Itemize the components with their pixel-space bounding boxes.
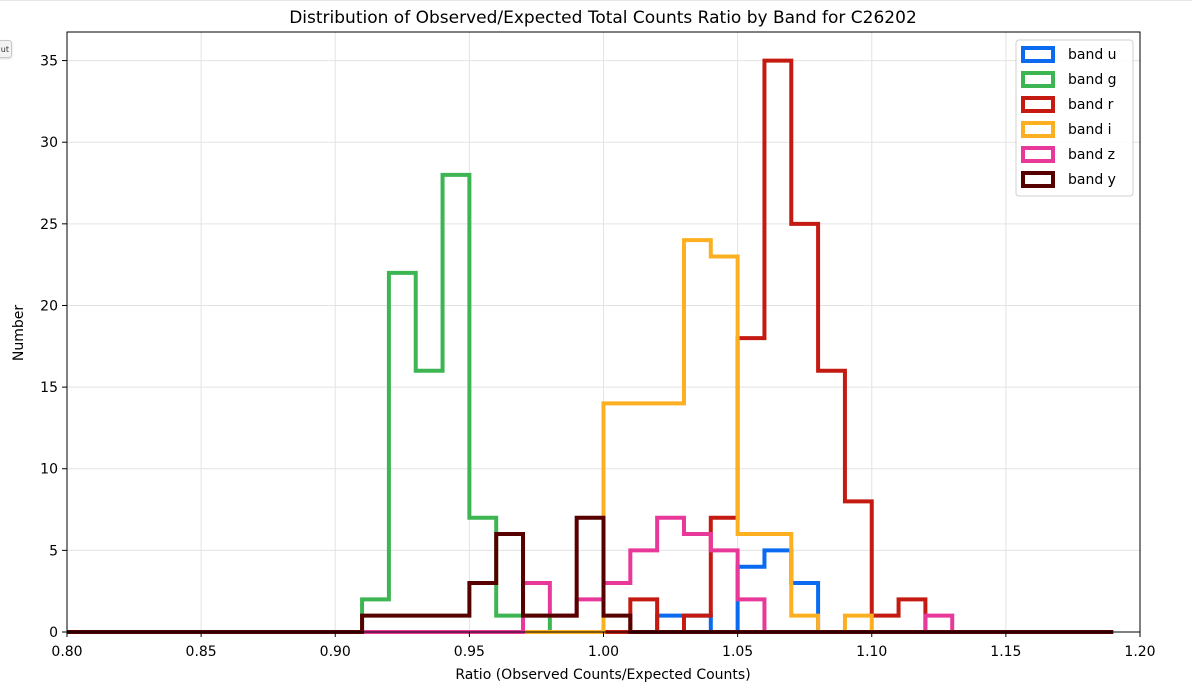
legend-swatch xyxy=(1021,71,1055,88)
y-axis-label: Number xyxy=(11,305,27,361)
legend-box xyxy=(1015,39,1134,197)
series-layer xyxy=(67,58,1114,634)
collapsed-side-tab[interactable]: ut xyxy=(0,40,12,58)
top-divider xyxy=(0,0,1192,1)
series-band-y-outline xyxy=(67,515,1114,634)
legend-label: band g xyxy=(1068,72,1117,88)
x-tick-label: 1.10 xyxy=(856,644,887,660)
legend-swatch xyxy=(1021,171,1055,188)
series-band-u-outline xyxy=(67,548,1114,634)
x-tick-label: 0.95 xyxy=(454,644,485,660)
x-tick-label: 0.90 xyxy=(320,644,351,660)
legend: band u band g band r band i band z band y xyxy=(1015,39,1134,197)
series-band-z-outline xyxy=(67,515,1114,634)
series-band-g-outline xyxy=(67,172,1114,634)
legend-swatch xyxy=(1021,146,1055,163)
legend-label: band y xyxy=(1068,172,1116,188)
legend-swatch xyxy=(1021,46,1055,63)
y-tick-label: 30 xyxy=(40,135,58,151)
y-tick-label: 5 xyxy=(49,543,58,559)
legend-swatch xyxy=(1021,96,1055,113)
x-tick-label: 1.05 xyxy=(722,644,753,660)
x-axis-label: Ratio (Observed Counts/Expected Counts) xyxy=(455,667,750,683)
legend-label: band i xyxy=(1068,122,1112,138)
chart-title: Distribution of Observed/Expected Total … xyxy=(289,8,917,28)
x-tick-label: 1.20 xyxy=(1124,644,1155,660)
legend-label: band u xyxy=(1068,47,1117,63)
x-tick-label: 1.15 xyxy=(990,644,1021,660)
y-tick-label: 0 xyxy=(49,625,58,641)
y-tick-label: 15 xyxy=(40,380,58,396)
x-tick-label: 0.85 xyxy=(186,644,217,660)
legend-swatch xyxy=(1021,121,1055,138)
y-tick-label: 20 xyxy=(40,298,58,314)
legend-label: band r xyxy=(1068,97,1114,113)
y-tick-label: 35 xyxy=(40,54,58,70)
y-tick-label: 10 xyxy=(40,462,58,478)
x-tick-label: 0.80 xyxy=(51,644,82,660)
series-band-i-outline xyxy=(67,238,1114,634)
x-tick-label: 1.00 xyxy=(588,644,619,660)
y-tick-label: 25 xyxy=(40,217,58,233)
series-band-r-outline xyxy=(67,58,1114,634)
ticks-layer: 0.80 0.85 0.90 0.95 1.00 1.05 1.10 1.15 1.20 0 5 10… xyxy=(40,54,1155,660)
legend-label: band z xyxy=(1068,147,1115,163)
